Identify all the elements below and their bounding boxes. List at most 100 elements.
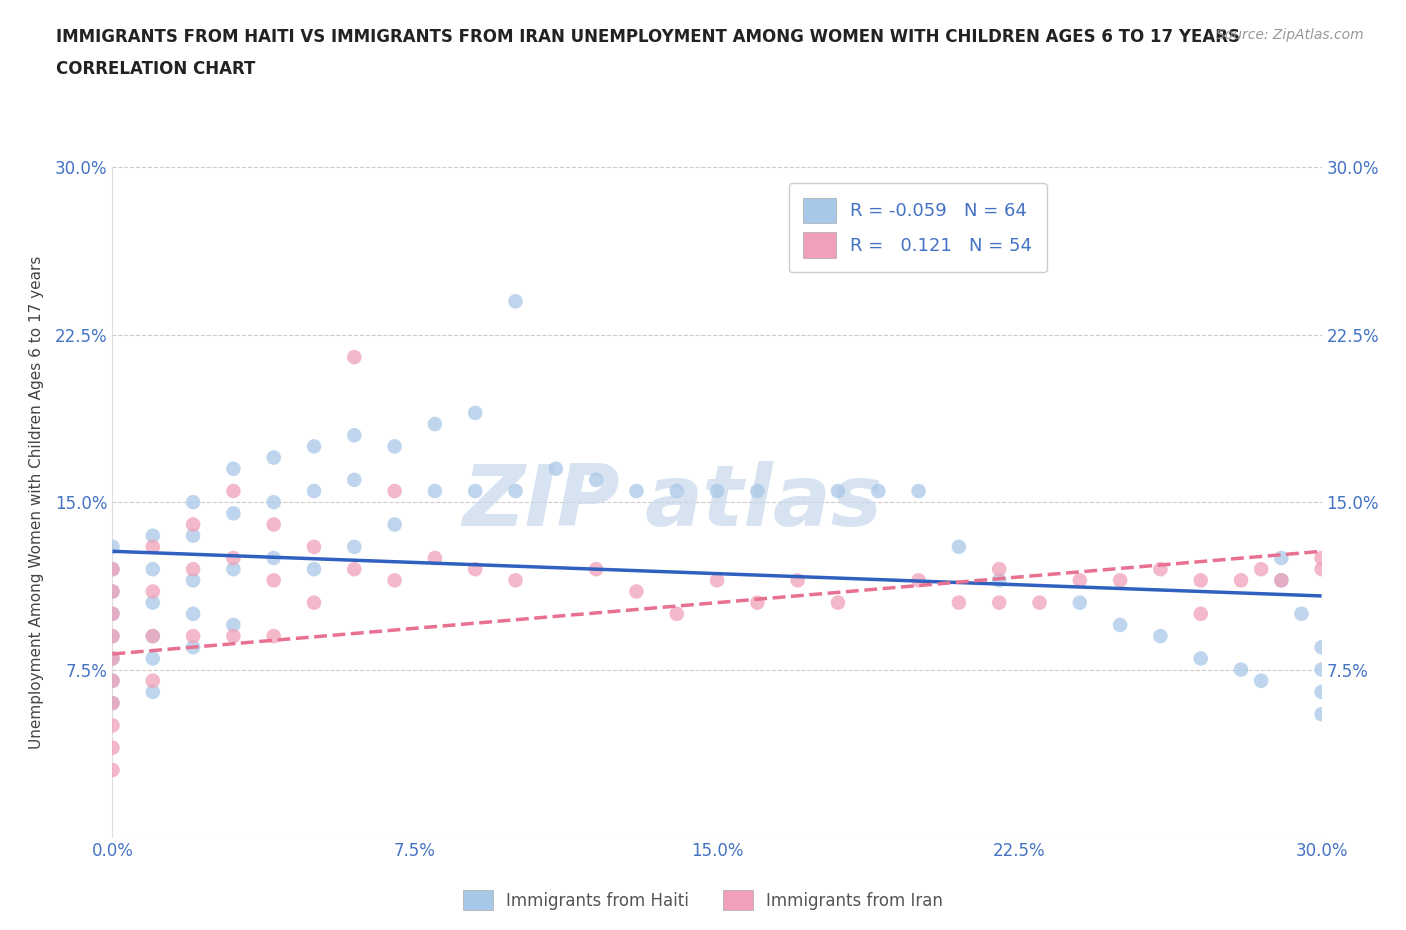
Point bbox=[302, 484, 325, 498]
Point bbox=[1189, 573, 1212, 588]
Point bbox=[1149, 629, 1171, 644]
Point bbox=[222, 562, 245, 577]
Point bbox=[786, 573, 808, 588]
Point bbox=[907, 484, 929, 498]
Text: IMMIGRANTS FROM HAITI VS IMMIGRANTS FROM IRAN UNEMPLOYMENT AMONG WOMEN WITH CHIL: IMMIGRANTS FROM HAITI VS IMMIGRANTS FROM… bbox=[56, 28, 1240, 46]
Text: CORRELATION CHART: CORRELATION CHART bbox=[56, 60, 256, 78]
Point bbox=[907, 573, 929, 588]
Point bbox=[1310, 551, 1333, 565]
Point bbox=[101, 651, 124, 666]
Point bbox=[626, 484, 648, 498]
Point bbox=[101, 651, 124, 666]
Point bbox=[1069, 573, 1091, 588]
Point bbox=[1069, 595, 1091, 610]
Point bbox=[1270, 551, 1292, 565]
Point bbox=[384, 517, 406, 532]
Point bbox=[263, 450, 285, 465]
Point bbox=[101, 763, 124, 777]
Point bbox=[101, 584, 124, 599]
Point bbox=[101, 606, 124, 621]
Point bbox=[142, 528, 165, 543]
Point bbox=[263, 495, 285, 510]
Point bbox=[263, 573, 285, 588]
Point bbox=[505, 573, 527, 588]
Point bbox=[706, 484, 728, 498]
Point bbox=[343, 539, 366, 554]
Point bbox=[142, 684, 165, 699]
Point bbox=[101, 539, 124, 554]
Point bbox=[1189, 606, 1212, 621]
Point bbox=[222, 618, 245, 632]
Point bbox=[384, 484, 406, 498]
Point bbox=[181, 640, 204, 655]
Point bbox=[505, 484, 527, 498]
Point bbox=[142, 584, 165, 599]
Text: Source: ZipAtlas.com: Source: ZipAtlas.com bbox=[1216, 28, 1364, 42]
Point bbox=[142, 595, 165, 610]
Point bbox=[1270, 573, 1292, 588]
Point bbox=[988, 562, 1011, 577]
Point bbox=[101, 696, 124, 711]
Point bbox=[142, 539, 165, 554]
Point bbox=[1310, 662, 1333, 677]
Point bbox=[868, 484, 890, 498]
Point bbox=[142, 629, 165, 644]
Point bbox=[343, 472, 366, 487]
Point bbox=[423, 417, 446, 432]
Point bbox=[302, 539, 325, 554]
Point bbox=[505, 294, 527, 309]
Point bbox=[988, 595, 1011, 610]
Point bbox=[747, 484, 769, 498]
Point bbox=[706, 573, 728, 588]
Point bbox=[585, 562, 607, 577]
Point bbox=[1250, 673, 1272, 688]
Point bbox=[384, 439, 406, 454]
Point bbox=[181, 573, 204, 588]
Point bbox=[101, 562, 124, 577]
Point bbox=[101, 740, 124, 755]
Point bbox=[1109, 573, 1132, 588]
Legend: R = -0.059   N = 64, R =   0.121   N = 54: R = -0.059 N = 64, R = 0.121 N = 54 bbox=[789, 183, 1046, 272]
Point bbox=[423, 551, 446, 565]
Point bbox=[181, 517, 204, 532]
Point bbox=[222, 629, 245, 644]
Point bbox=[222, 551, 245, 565]
Point bbox=[142, 562, 165, 577]
Point bbox=[101, 606, 124, 621]
Point bbox=[1310, 707, 1333, 722]
Point bbox=[263, 551, 285, 565]
Point bbox=[464, 405, 486, 420]
Point bbox=[827, 595, 849, 610]
Point bbox=[101, 673, 124, 688]
Point bbox=[384, 573, 406, 588]
Point bbox=[142, 651, 165, 666]
Point bbox=[1149, 562, 1171, 577]
Point bbox=[222, 461, 245, 476]
Point bbox=[101, 673, 124, 688]
Point bbox=[585, 472, 607, 487]
Point bbox=[464, 562, 486, 577]
Point bbox=[302, 595, 325, 610]
Point bbox=[948, 539, 970, 554]
Point bbox=[263, 629, 285, 644]
Text: atlas: atlas bbox=[644, 460, 883, 544]
Point bbox=[665, 606, 688, 621]
Point bbox=[1291, 606, 1313, 621]
Point bbox=[1270, 573, 1292, 588]
Point bbox=[827, 484, 849, 498]
Point bbox=[1310, 640, 1333, 655]
Legend: Immigrants from Haiti, Immigrants from Iran: Immigrants from Haiti, Immigrants from I… bbox=[457, 884, 949, 917]
Point bbox=[101, 718, 124, 733]
Point bbox=[1230, 573, 1253, 588]
Point bbox=[302, 439, 325, 454]
Point bbox=[423, 484, 446, 498]
Point bbox=[343, 350, 366, 365]
Point bbox=[1230, 662, 1253, 677]
Point bbox=[343, 428, 366, 443]
Point bbox=[181, 629, 204, 644]
Point bbox=[464, 484, 486, 498]
Point bbox=[1189, 651, 1212, 666]
Point bbox=[222, 506, 245, 521]
Point bbox=[1310, 562, 1333, 577]
Point bbox=[181, 495, 204, 510]
